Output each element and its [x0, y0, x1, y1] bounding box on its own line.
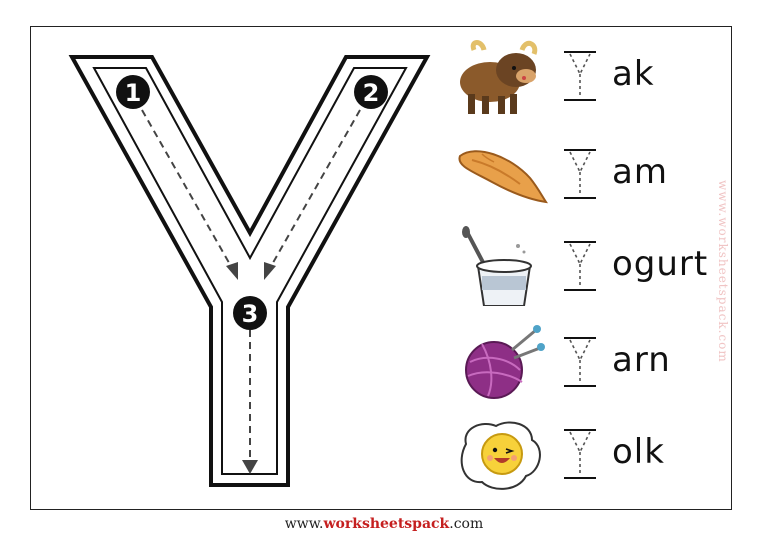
arrow-head-2-icon — [264, 262, 276, 280]
word-row-yolk: olk — [452, 414, 712, 494]
word-suffix-am: am — [612, 152, 668, 192]
step-number-3: 3 — [242, 300, 259, 328]
word-row-yam: am — [452, 134, 712, 214]
letter-y-trace-guide-2 — [564, 149, 596, 199]
word-suffix-arn: arn — [612, 340, 671, 380]
letter-y-trace-guide-1 — [564, 51, 596, 101]
stroke-guide-2 — [269, 109, 361, 269]
word-suffix-ogurt: ogurt — [612, 244, 709, 284]
arrow-head-3-icon — [242, 460, 258, 474]
footer-url-brand: worksheetspack — [323, 516, 450, 532]
step-badge-3: 3 — [233, 296, 267, 330]
step-number-1: 1 — [125, 79, 142, 107]
letter-y-trace-guide-3 — [564, 241, 596, 291]
step-number-2: 2 — [363, 79, 380, 107]
worksheet-frame — [30, 26, 732, 510]
watermark: www.worksheetspack.com — [716, 180, 730, 363]
footer-url-prefix: www. — [284, 516, 324, 532]
arrow-head-1-icon — [226, 262, 238, 280]
word-suffix-ak: ak — [612, 54, 655, 94]
word-row-yak: ak — [452, 36, 712, 116]
yarn-icon — [465, 325, 545, 399]
yak-icon — [460, 40, 538, 114]
yam-icon — [458, 150, 548, 204]
footer-url-suffix: .com — [449, 516, 484, 532]
yolk-icon — [460, 421, 541, 490]
letter-y-trace-guide-4 — [564, 337, 596, 387]
word-suffix-olk: olk — [612, 432, 665, 472]
word-row-yogurt: ogurt — [452, 226, 712, 306]
step-badge-1: 1 — [116, 75, 150, 109]
footer-url[interactable]: www.worksheetspack.com — [0, 516, 768, 532]
stroke-guide-1 — [141, 109, 233, 269]
letter-y-inner-outline — [92, 67, 408, 475]
step-badge-2: 2 — [354, 75, 388, 109]
yogurt-icon — [462, 226, 532, 306]
word-row-yarn: arn — [452, 322, 712, 402]
letter-y-trace-guide-5 — [564, 429, 596, 479]
